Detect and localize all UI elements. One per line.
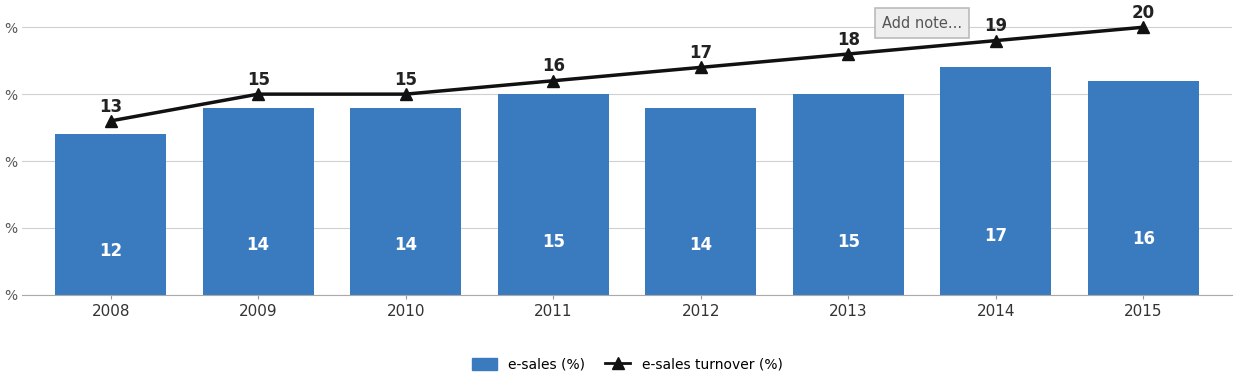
Text: 18: 18 [837, 31, 860, 49]
Legend: e-sales (%), e-sales turnover (%): e-sales (%), e-sales turnover (%) [466, 352, 789, 378]
Text: 15: 15 [394, 71, 418, 89]
Bar [941, 67, 1051, 295]
Bar [1088, 81, 1199, 295]
Bar [350, 107, 461, 295]
Text: 20: 20 [1132, 4, 1154, 22]
Text: 14: 14 [690, 235, 712, 254]
Text: Add note...: Add note... [883, 16, 962, 31]
Text: 14: 14 [247, 235, 269, 254]
Text: 16: 16 [541, 57, 565, 75]
Text: 12: 12 [99, 242, 122, 260]
Text: 15: 15 [247, 71, 269, 89]
Bar [56, 134, 166, 295]
Text: 13: 13 [99, 98, 122, 116]
Text: 17: 17 [984, 227, 1007, 245]
Bar [203, 107, 314, 295]
Text: 14: 14 [394, 235, 418, 254]
Text: 15: 15 [541, 233, 565, 251]
Bar [498, 94, 608, 295]
Text: 15: 15 [837, 233, 860, 251]
Bar [794, 94, 904, 295]
Text: 19: 19 [984, 17, 1007, 35]
Bar [645, 107, 756, 295]
Text: 17: 17 [690, 44, 712, 62]
Text: 16: 16 [1132, 230, 1154, 248]
